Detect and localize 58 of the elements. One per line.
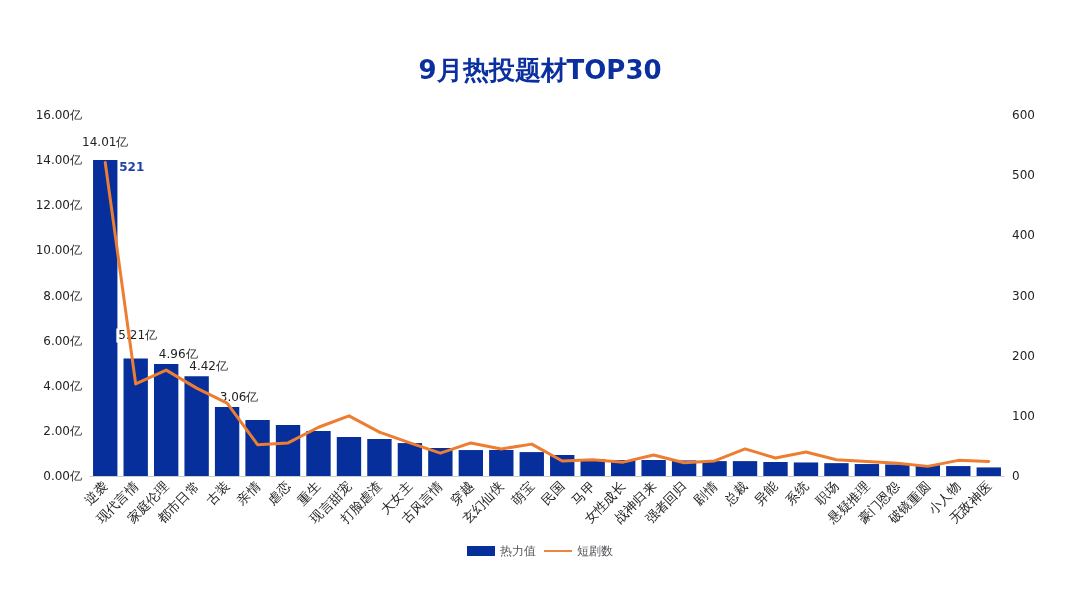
- y-tick-label: 12.00亿: [35, 198, 82, 213]
- bar: [885, 464, 910, 476]
- y-tick-label: 14.00亿: [35, 153, 82, 168]
- data-label: 4.96亿: [158, 347, 198, 362]
- bar: [702, 461, 727, 476]
- bar: [976, 467, 1001, 476]
- x-tick-label: 总裁: [720, 478, 751, 509]
- y-tick-label: 6.00亿: [43, 333, 82, 348]
- x-tick-label: 虐恋: [264, 478, 294, 508]
- y-tick-label: 16.00亿: [35, 108, 82, 122]
- bar: [214, 406, 240, 476]
- bar: [367, 439, 392, 476]
- legend-label: 热力值: [500, 544, 536, 558]
- bar: [336, 436, 362, 476]
- x-tick-label: 异能: [751, 478, 781, 508]
- y2-tick-label: 300: [1012, 288, 1035, 303]
- y-tick-label: 10.00亿: [35, 243, 82, 258]
- x-tick-label: 系统: [782, 478, 812, 508]
- bar: [489, 450, 514, 476]
- x-tick-label: 亲情: [233, 478, 263, 508]
- bar: [793, 462, 819, 476]
- bar: [641, 459, 666, 476]
- y2-tick-label: 500: [1012, 168, 1035, 183]
- y2-tick-label: 600: [1012, 108, 1035, 122]
- bar: [519, 452, 544, 476]
- bar: [184, 376, 209, 476]
- bar: [854, 464, 880, 476]
- line-series: [103, 161, 991, 468]
- bar: [245, 420, 270, 476]
- y2-tick-label: 200: [1012, 348, 1035, 363]
- y2-tick-label: 100: [1012, 408, 1035, 423]
- bar: [123, 358, 148, 476]
- bar: [93, 159, 118, 476]
- y-tick-label: 4.00亿: [43, 378, 82, 393]
- bar: [397, 443, 423, 476]
- legend-label: 短剧数: [577, 544, 613, 558]
- bar: [763, 462, 788, 476]
- x-tick-label: 剧情: [690, 478, 720, 508]
- y2-tick-label: 0: [1012, 469, 1020, 483]
- bar: [732, 461, 758, 476]
- data-label: 3.06亿: [219, 389, 259, 404]
- data-label: 4.42亿: [189, 359, 228, 374]
- y-tick-label: 0.00亿: [43, 469, 82, 483]
- x-tick-label: 萌宝: [508, 478, 538, 508]
- bar: [946, 466, 971, 476]
- data-label: 521: [119, 159, 145, 174]
- bar: [153, 364, 179, 476]
- y-tick-label: 2.00亿: [43, 423, 82, 438]
- x-tick-label: 民国: [538, 478, 568, 508]
- x-tick-label: 古装: [203, 478, 233, 508]
- chart-title: 9月热投题材TOP30: [418, 55, 662, 85]
- bar: [824, 463, 849, 476]
- y-tick-label: 8.00亿: [43, 288, 82, 303]
- bar: [458, 450, 484, 476]
- bar: [306, 430, 331, 476]
- y2-tick-label: 400: [1012, 228, 1035, 243]
- bar: [275, 425, 301, 476]
- data-label: 14.01亿: [82, 134, 129, 149]
